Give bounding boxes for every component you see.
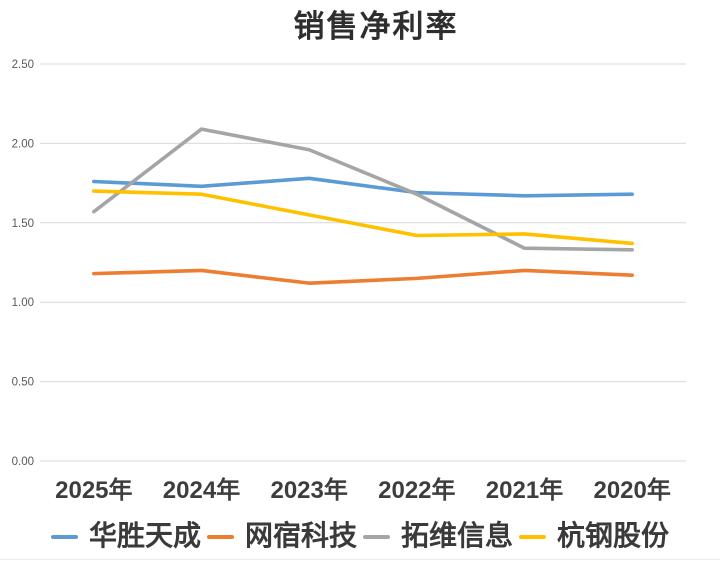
legend-swatch-icon: [50, 534, 78, 540]
y-axis-tick-label: 1.00: [12, 297, 34, 309]
legend-label: 杭钢股份: [557, 521, 670, 552]
y-axis-tick-label: 0.50: [12, 377, 34, 389]
y-axis-tick-label: 2.50: [12, 59, 34, 71]
legend-swatch-icon: [519, 534, 547, 540]
x-axis-tick-label: 2024年: [163, 476, 240, 504]
legend-item-3: 杭钢股份: [519, 520, 669, 554]
y-axis-tick-label: 1.50: [12, 218, 34, 230]
legend-label: 拓维信息: [401, 521, 514, 552]
bottom-divider: [0, 559, 720, 560]
plot-area: 0.00 0.50 1.00 1.50 2.00 2.50 2025年 2024年 2023年 2…: [12, 59, 686, 504]
legend-item-2: 拓维信息: [363, 520, 513, 554]
chart-title: 销售净利率: [293, 9, 459, 44]
x-axis-tick-label: 2023年: [270, 476, 347, 504]
y-axis-tick-label: 0.00: [12, 456, 34, 468]
x-axis-tick-label: 2022年: [378, 476, 455, 504]
legend-item-1: 网宿科技: [206, 520, 357, 554]
legend: 华胜天成 网宿科技 拓维信息 杭钢股份: [0, 518, 720, 556]
legend-item-0: 华胜天成: [50, 520, 201, 554]
legend-swatch-icon: [363, 534, 390, 540]
series-line-1: [92, 268, 634, 285]
x-axis-tick-label: 2025年: [55, 476, 132, 504]
legend-label: 华胜天成: [88, 521, 201, 552]
y-axis-tick-label: 2.00: [12, 138, 34, 150]
legend-swatch-icon: [206, 534, 234, 540]
x-axis-tick-label: 2021年: [486, 476, 563, 504]
x-axis-tick-label: 2020年: [593, 476, 670, 504]
series-line-2: [92, 127, 634, 252]
series-line-3: [92, 189, 634, 246]
legend-label: 网宿科技: [244, 521, 357, 552]
series-line-0: [92, 176, 634, 198]
